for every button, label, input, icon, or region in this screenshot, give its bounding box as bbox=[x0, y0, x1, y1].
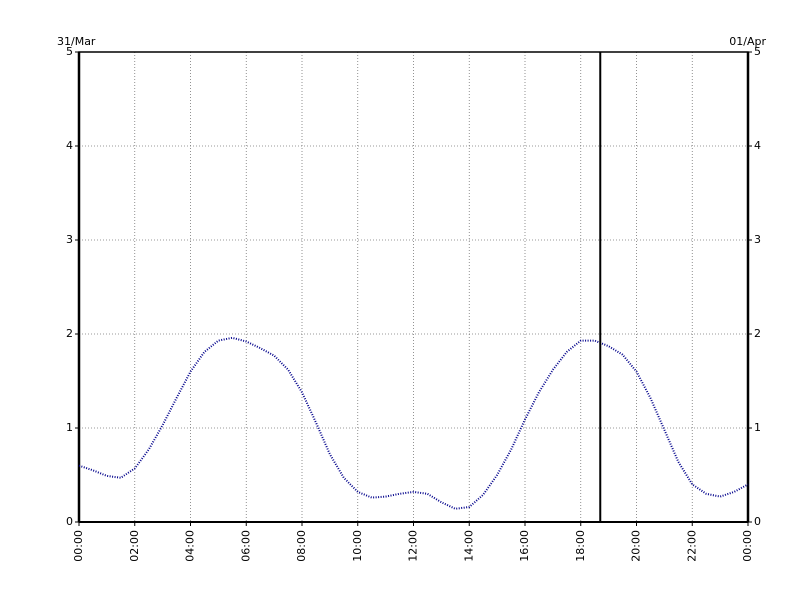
y2-tick-label: 4 bbox=[754, 139, 761, 152]
x-tick-label: 06:00 bbox=[239, 530, 252, 562]
x-tick-label: 20:00 bbox=[630, 530, 643, 562]
x-tick-label: 10:00 bbox=[351, 530, 364, 562]
x-tick-label: 14:00 bbox=[462, 530, 475, 562]
y2-tick-label: 0 bbox=[754, 515, 761, 528]
x-tick-label: 08:00 bbox=[295, 530, 308, 562]
y-tick-label: 0 bbox=[66, 515, 73, 528]
x-tick-label: 18:00 bbox=[574, 530, 587, 562]
x-tick-label: 00:00 bbox=[72, 530, 85, 562]
y-tick-label: 1 bbox=[66, 421, 73, 434]
y2-tick-label: 2 bbox=[754, 327, 761, 340]
x-tick-label: 12:00 bbox=[407, 530, 420, 562]
end-date-label: 01/Apr bbox=[729, 35, 766, 48]
tide-line bbox=[78, 336, 749, 510]
x-tick-label: 04:00 bbox=[184, 530, 197, 562]
x-tick-label: 22:00 bbox=[685, 530, 698, 562]
y-tick-label: 3 bbox=[66, 233, 73, 246]
x-tick-label: 02:00 bbox=[128, 530, 141, 562]
y-tick-label: 2 bbox=[66, 327, 73, 340]
start-date-label: 31/Mar bbox=[57, 35, 96, 48]
y-tick-label: 5 bbox=[66, 45, 73, 58]
y2-tick-label: 3 bbox=[754, 233, 761, 246]
y2-tick-label: 5 bbox=[754, 45, 761, 58]
y2-tick-label: 1 bbox=[754, 421, 761, 434]
x-tick-label: 00:00 bbox=[741, 530, 754, 562]
y-tick-label: 4 bbox=[66, 139, 73, 152]
x-tick-label: 16:00 bbox=[518, 530, 531, 562]
